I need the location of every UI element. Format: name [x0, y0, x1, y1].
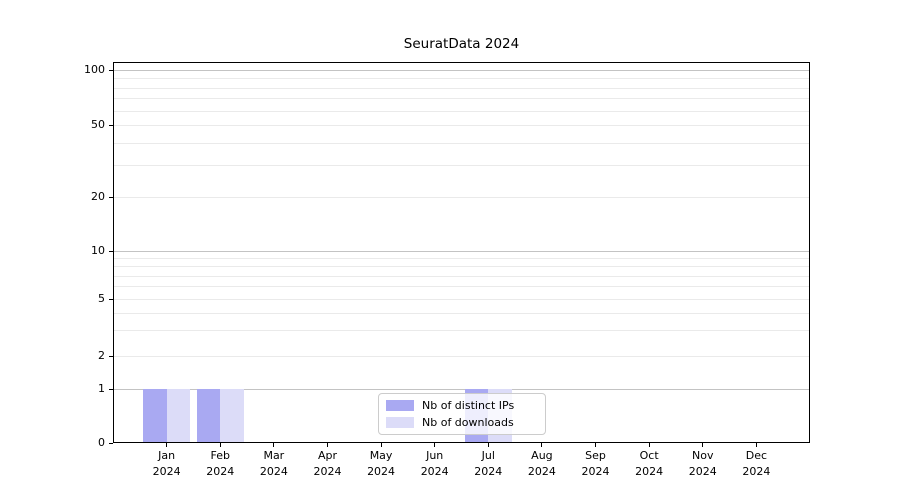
x-tick-label: Mar 2024 [246, 448, 302, 479]
x-tick-label: Jul 2024 [460, 448, 516, 479]
x-tick-year: 2024 [635, 464, 664, 478]
y-tick [109, 251, 113, 252]
x-tick-month: Mar [263, 449, 285, 462]
x-tick-year: 2024 [206, 464, 235, 478]
bar-distinct-ips [143, 388, 167, 443]
axes-frame [113, 62, 810, 443]
x-tick [326, 443, 328, 447]
legend-entry: Nb of distinct IPs [386, 398, 538, 413]
y-tick-label: 0 [98, 436, 105, 449]
x-tick-label: Sep 2024 [568, 448, 624, 479]
y-tick-label: 1 [98, 381, 105, 395]
y-tick [109, 299, 113, 300]
x-tick-label: Oct 2024 [621, 448, 677, 479]
x-tick [595, 443, 597, 447]
gridline-minor [113, 142, 810, 144]
x-tick-year: 2024 [313, 464, 342, 478]
x-tick-label: Feb 2024 [192, 448, 248, 479]
y-tick-label: 50 [91, 118, 105, 131]
x-tick-month: Apr [317, 449, 337, 462]
x-tick-month: Feb [210, 449, 230, 462]
legend-label: Nb of downloads [422, 416, 514, 429]
legend-swatch [386, 400, 414, 411]
x-tick-label: Jan 2024 [139, 448, 195, 479]
y-tick [109, 388, 113, 390]
bar-distinct-ips [196, 388, 221, 443]
gridline-minor [113, 78, 810, 80]
x-tick-month: Aug [531, 449, 553, 462]
x-tick [541, 443, 543, 447]
x-tick [702, 443, 704, 447]
x-tick-year: 2024 [259, 464, 288, 478]
gridline-minor [113, 355, 810, 357]
x-tick-month: Jul [481, 449, 495, 462]
bar-downloads [220, 388, 244, 443]
x-tick [648, 443, 650, 447]
y-tick-label: 100 [84, 63, 105, 76]
x-tick [166, 443, 168, 447]
x-tick-label: Nov 2024 [675, 448, 731, 479]
x-tick-year: 2024 [152, 464, 181, 478]
gridline-major [113, 70, 810, 71]
gridline-minor [113, 312, 810, 314]
legend-label: Nb of distinct IPs [422, 399, 515, 412]
gridline-minor [113, 98, 810, 100]
gridline-major [113, 251, 810, 252]
y-tick-label: 2 [98, 348, 105, 362]
y-tick [109, 355, 113, 357]
gridline-minor [113, 299, 810, 300]
x-tick [219, 443, 221, 447]
gridline-minor [113, 125, 810, 126]
x-tick-month: May [369, 449, 393, 462]
y-tick [109, 197, 113, 198]
y-tick [109, 70, 113, 71]
x-tick-month: Jun [426, 449, 444, 462]
x-tick [273, 443, 275, 447]
x-tick-year: 2024 [581, 464, 610, 478]
x-tick [755, 443, 757, 447]
x-tick-month: Nov [692, 449, 714, 462]
gridline-major [113, 388, 810, 390]
x-tick-label: Dec 2024 [728, 448, 784, 479]
gridline-minor [113, 286, 810, 288]
chart-title: SeuratData 2024 [403, 36, 520, 52]
y-tick-label: 10 [91, 244, 105, 257]
x-tick-month: Sep [585, 449, 606, 462]
x-tick-label: Apr 2024 [299, 448, 355, 479]
legend-swatch [386, 417, 414, 428]
x-tick-month: Oct [639, 449, 659, 462]
x-tick-label: Jun 2024 [407, 448, 463, 479]
x-tick [434, 443, 436, 447]
gridline-minor [113, 266, 810, 268]
x-tick-year: 2024 [742, 464, 771, 478]
y-tick [109, 443, 113, 444]
x-tick-month: Dec [745, 449, 768, 462]
gridline-minor [113, 197, 810, 198]
plot-area: Nb of distinct IPs Nb of downloads [113, 62, 810, 443]
gridline-minor [113, 275, 810, 277]
gridline-minor [113, 110, 810, 112]
x-tick-year: 2024 [367, 464, 396, 478]
y-tick-label: 20 [91, 190, 105, 203]
x-tick-month: Jan [158, 449, 176, 462]
x-tick-year: 2024 [474, 464, 503, 478]
x-tick-label: May 2024 [353, 448, 409, 479]
y-tick [109, 125, 113, 126]
legend-entry: Nb of downloads [386, 415, 538, 430]
x-tick-label: Aug 2024 [514, 448, 570, 479]
gridline-minor [113, 330, 810, 332]
x-tick-year: 2024 [688, 464, 717, 478]
x-tick [487, 443, 489, 447]
legend: Nb of distinct IPs Nb of downloads [378, 393, 546, 435]
x-tick-year: 2024 [527, 464, 556, 478]
gridline-minor [113, 258, 810, 260]
y-tick-label: 5 [98, 292, 105, 305]
x-tick [380, 443, 382, 447]
bar-downloads [166, 388, 191, 443]
gridline-minor [113, 87, 810, 89]
gridline-minor [113, 165, 810, 167]
x-tick-year: 2024 [420, 464, 449, 478]
